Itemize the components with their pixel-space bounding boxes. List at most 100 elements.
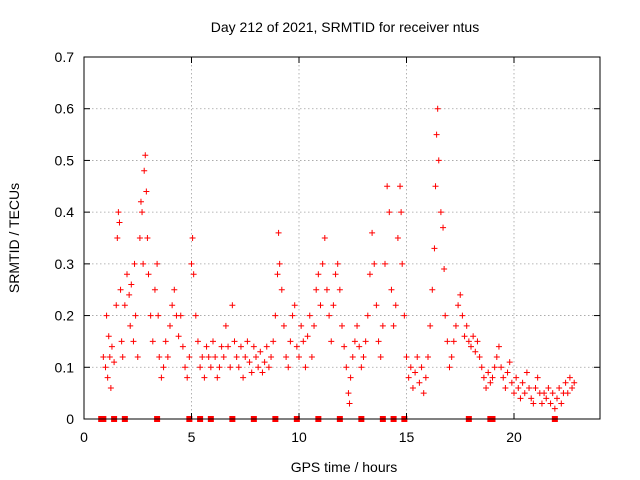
plot-frame — [83, 56, 601, 420]
data-point — [528, 395, 535, 402]
data-point — [343, 364, 350, 371]
data-point — [131, 260, 138, 267]
data-point — [205, 353, 212, 360]
data-point — [399, 260, 406, 267]
data-point — [431, 245, 438, 252]
data-point — [339, 322, 345, 329]
data-point — [336, 286, 343, 293]
data-point — [315, 271, 322, 278]
data-point — [235, 364, 242, 371]
data-point — [240, 374, 247, 381]
data-point — [268, 353, 275, 360]
data-point — [118, 338, 125, 345]
data-point — [347, 374, 354, 381]
data-point — [231, 338, 238, 345]
x-tick-label: 0 — [80, 429, 88, 445]
data-point — [403, 353, 410, 360]
data-point — [128, 281, 135, 288]
x-tick-label: 10 — [291, 429, 307, 445]
data-point — [409, 384, 416, 391]
data-point — [203, 343, 210, 350]
data-point — [452, 322, 459, 329]
data-point — [538, 400, 545, 407]
data-point — [139, 209, 146, 216]
data-point — [472, 348, 479, 355]
data-point — [422, 374, 429, 381]
data-point — [461, 333, 468, 340]
data-point — [519, 379, 526, 386]
y-tick-label: 0.5 — [55, 152, 75, 168]
data-point — [261, 359, 268, 366]
data-point — [164, 353, 171, 360]
data-point — [351, 338, 358, 345]
data-point — [298, 322, 305, 329]
data-point — [160, 364, 167, 371]
data-point — [495, 343, 502, 350]
data-point — [253, 353, 259, 360]
data-point — [124, 271, 130, 278]
data-point — [117, 286, 124, 293]
data-point — [547, 400, 554, 407]
data-point — [137, 198, 144, 205]
data-point — [127, 322, 134, 329]
data-point — [218, 343, 225, 350]
data-point — [551, 405, 558, 412]
grid-lines — [84, 57, 600, 419]
data-point — [549, 390, 556, 397]
data-point — [274, 271, 281, 278]
data-point — [405, 374, 412, 381]
data-point — [140, 260, 147, 267]
data-point — [362, 338, 369, 345]
data-point — [105, 333, 112, 340]
data-point — [246, 359, 253, 366]
data-point — [414, 353, 421, 360]
data-point — [100, 353, 107, 360]
data-point — [569, 384, 576, 391]
data-point — [441, 266, 448, 273]
y-tick-label: 0 — [66, 411, 74, 427]
data-point — [394, 235, 401, 241]
data-point — [291, 302, 298, 309]
data-point — [379, 322, 386, 329]
data-point — [364, 312, 371, 319]
data-point — [222, 322, 229, 329]
x-tick-label: 15 — [399, 429, 415, 445]
data-point — [437, 209, 444, 216]
data-point — [194, 338, 201, 345]
data-point — [293, 343, 300, 350]
data-point — [134, 353, 141, 360]
data-point — [272, 312, 279, 319]
data-point — [225, 343, 232, 350]
data-point — [558, 400, 565, 407]
data-point — [276, 260, 283, 267]
data-point — [382, 260, 388, 267]
data-point — [442, 312, 449, 319]
data-point — [476, 353, 483, 360]
data-point — [136, 235, 143, 241]
data-point — [102, 364, 109, 371]
data-point — [107, 384, 114, 391]
data-point — [250, 343, 257, 350]
data-point — [144, 235, 151, 241]
data-point — [257, 348, 264, 355]
data-point — [188, 260, 195, 267]
data-point — [111, 359, 118, 366]
data-point — [289, 312, 296, 319]
data-point — [319, 260, 326, 267]
data-point — [366, 271, 373, 278]
data-point — [311, 322, 318, 329]
y-tick-label: 0.3 — [55, 256, 75, 272]
data-point — [432, 183, 439, 190]
data-point — [317, 302, 324, 309]
x-tick-labels: 0 5 10 15 20 — [80, 429, 522, 445]
data-point — [500, 374, 507, 381]
data-point — [504, 369, 511, 376]
x-axis-label: GPS time / hours — [291, 459, 398, 475]
data-point — [388, 286, 395, 293]
data-point — [287, 338, 294, 345]
data-point — [175, 333, 182, 340]
data-point — [373, 302, 380, 309]
data-point — [356, 343, 363, 350]
data-point — [182, 364, 189, 371]
data-point — [390, 322, 397, 329]
